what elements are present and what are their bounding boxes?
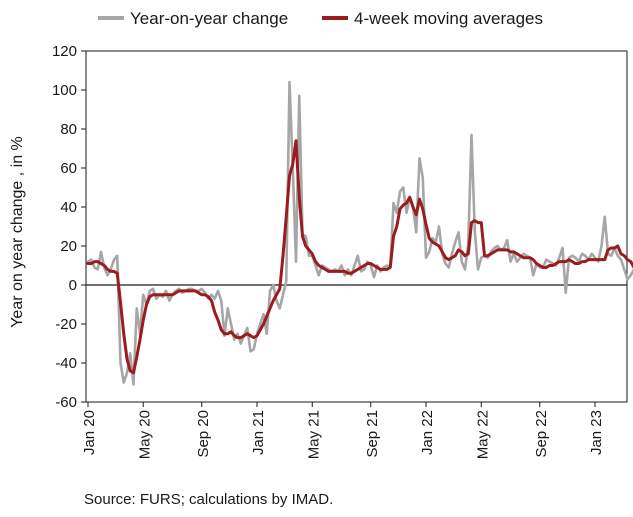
- x-axis: Jan 20 May 20 Sep 20 Jan 21 May 21 Sep 21 Jan …: [81, 402, 633, 459]
- legend-label-ma: 4-week moving averages: [354, 9, 543, 28]
- x-tick-label: Apr 23: [630, 410, 633, 454]
- y-tick-label: 20: [60, 238, 77, 255]
- y-tick-label: 40: [60, 199, 77, 216]
- series-layer: [86, 80, 633, 386]
- plot-frame: [85, 50, 628, 403]
- x-tick-label: Jan 21: [250, 410, 267, 455]
- x-tick-label: May 21: [305, 410, 322, 459]
- y-axis: 120 100 80 60 40 20 0 -20 -40 -60: [52, 43, 86, 411]
- legend: Year-on-year change 4-week moving averag…: [98, 9, 543, 28]
- y-tick-label: 60: [60, 160, 77, 177]
- y-tick-label: 80: [60, 121, 77, 138]
- y-tick-label: -60: [55, 394, 77, 411]
- x-tick-label: May 22: [474, 410, 491, 459]
- y-tick-label: -40: [55, 355, 77, 372]
- series-line-ma: [86, 139, 633, 375]
- x-tick-label: Jan 23: [588, 410, 605, 455]
- x-tick-label: Sep 20: [195, 410, 212, 458]
- x-tick-label: Sep 21: [364, 410, 381, 458]
- y-axis-title: Year on year change , in %: [9, 136, 26, 328]
- x-tick-label: Jan 22: [419, 410, 436, 455]
- source-note: Source: FURS; calculations by IMAD.: [84, 491, 334, 508]
- y-tick-label: 0: [69, 277, 77, 294]
- legend-label-yoy: Year-on-year change: [130, 9, 288, 28]
- x-tick-label: Sep 22: [533, 410, 550, 458]
- y-tick-label: 120: [52, 43, 77, 60]
- x-tick-label: May 20: [136, 410, 153, 459]
- y-tick-label: 100: [52, 82, 77, 99]
- series-line-yoy: [86, 80, 633, 386]
- x-tick-label: Jan 20: [81, 410, 98, 455]
- y-tick-label: -20: [55, 316, 77, 333]
